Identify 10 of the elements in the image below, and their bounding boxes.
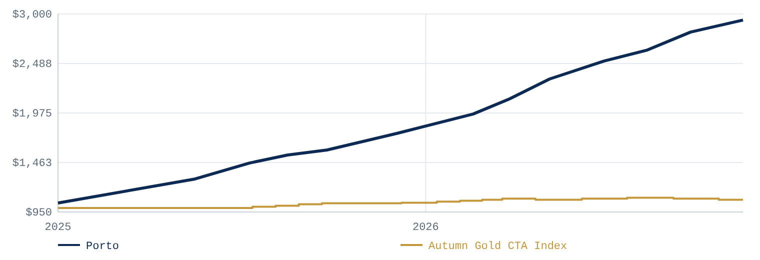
legend-label: Autumn Gold CTA Index [428, 240, 568, 253]
y-tick-label: $950 [26, 208, 52, 220]
y-tick-label: $1,975 [12, 108, 52, 121]
y-tick-label: $3,000 [12, 10, 52, 22]
y-tick-label: $1,463 [12, 158, 52, 170]
x-tick-label: 2026 [412, 222, 439, 234]
x-tick-label: 2025 [44, 222, 72, 234]
line-series [56, 18, 744, 205]
y-tick-label: $2,488 [12, 58, 52, 71]
legend-label: Porto [86, 240, 120, 253]
